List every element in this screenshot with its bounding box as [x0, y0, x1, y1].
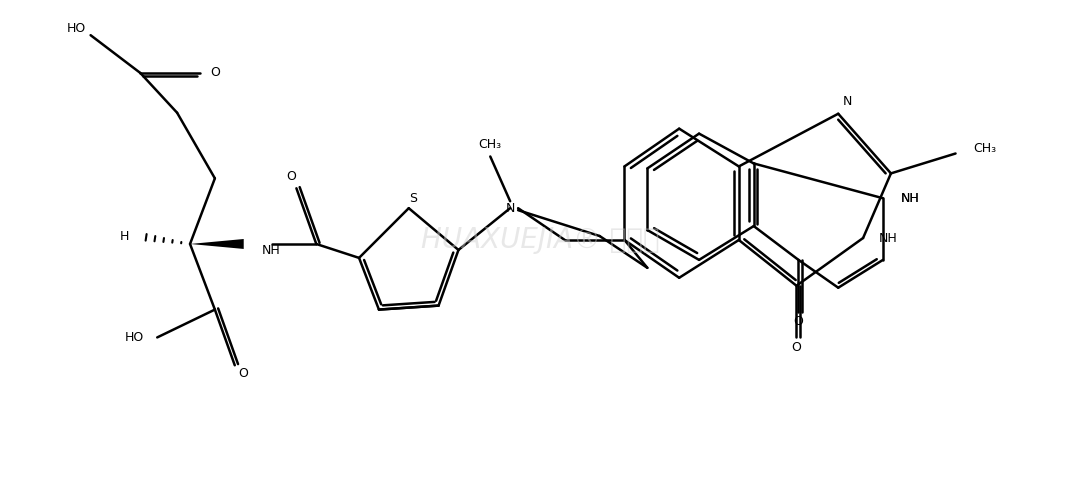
Text: O: O [794, 315, 803, 328]
Text: CH₃: CH₃ [973, 142, 997, 155]
Text: N: N [843, 95, 853, 109]
Text: O: O [792, 341, 801, 354]
Text: NH: NH [879, 231, 898, 245]
Text: O: O [287, 170, 296, 183]
Text: NH: NH [901, 192, 919, 205]
Text: H: H [120, 229, 129, 242]
Text: N: N [506, 202, 514, 215]
Text: S: S [409, 192, 417, 205]
Text: HUAXUEJIA® 化学加: HUAXUEJIA® 化学加 [421, 226, 659, 254]
Text: HO: HO [67, 22, 86, 35]
Text: O: O [209, 66, 220, 79]
Text: NH: NH [262, 244, 280, 258]
Text: CH₃: CH₃ [479, 138, 502, 151]
Text: O: O [238, 367, 248, 380]
Text: NH: NH [901, 192, 919, 205]
Text: HO: HO [125, 331, 144, 344]
Polygon shape [190, 239, 244, 249]
